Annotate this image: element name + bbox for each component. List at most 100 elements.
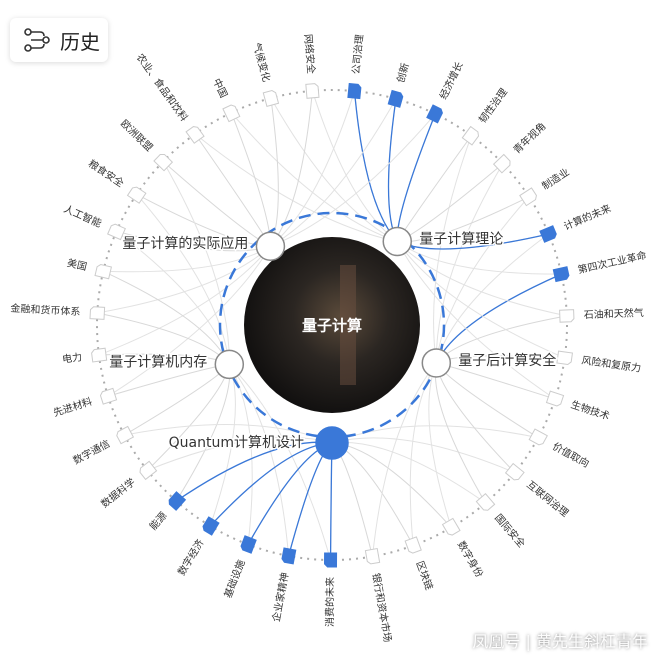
- node-label: 能源: [147, 509, 170, 533]
- topic-node[interactable]: [167, 491, 187, 511]
- topic-node[interactable]: [519, 187, 538, 207]
- link: [435, 163, 504, 363]
- node-icon: [545, 390, 565, 407]
- node-icon: [492, 153, 511, 174]
- node-icon: [139, 460, 158, 481]
- topic-node[interactable]: [91, 347, 108, 363]
- topic-label: 量子计算理论: [419, 231, 503, 247]
- topic-node[interactable]: [556, 350, 574, 366]
- link: [409, 362, 437, 546]
- topic-node[interactable]: [528, 428, 548, 446]
- photo-detail: [340, 265, 356, 385]
- link: [147, 436, 333, 471]
- topic-node[interactable]: [347, 82, 362, 100]
- link: [228, 364, 290, 557]
- topic-node[interactable]: [324, 552, 338, 568]
- topic-circle[interactable]: [255, 231, 286, 261]
- topic-node[interactable]: [364, 547, 381, 565]
- link: [247, 442, 333, 545]
- topic-node[interactable]: [552, 266, 570, 283]
- link: [311, 90, 398, 242]
- topic-node[interactable]: [461, 125, 480, 146]
- topic-node[interactable]: [115, 425, 135, 445]
- topic-node[interactable]: [492, 153, 512, 174]
- link: [435, 362, 516, 474]
- node-label: 银行和资本市场: [370, 572, 395, 643]
- node-label: 价值取向: [550, 440, 591, 471]
- node-label: 企业家精神: [269, 571, 291, 623]
- topic-node[interactable]: [504, 462, 525, 482]
- topic-node[interactable]: [89, 306, 106, 320]
- node-icon: [324, 552, 338, 568]
- topic-node[interactable]: [99, 387, 118, 405]
- link: [175, 364, 231, 502]
- link: [433, 135, 472, 364]
- topic-node[interactable]: [126, 185, 147, 204]
- link: [228, 364, 253, 545]
- link: [107, 245, 271, 397]
- topic-circle[interactable]: [214, 349, 245, 380]
- topic-circle[interactable]: [382, 226, 413, 257]
- topic-node[interactable]: [185, 125, 205, 144]
- node-icon: [504, 462, 525, 481]
- node-label: 创新: [394, 61, 412, 84]
- link: [434, 362, 486, 504]
- topic-node[interactable]: [475, 493, 496, 512]
- node-label: 数字身份: [455, 539, 487, 580]
- link: [269, 98, 279, 247]
- node-icon: [347, 82, 362, 100]
- topic-circle[interactable]: [315, 426, 349, 460]
- center-image: [244, 237, 420, 413]
- link: [230, 112, 398, 242]
- topic-circle[interactable]: [421, 348, 452, 378]
- topic-node[interactable]: [153, 152, 174, 172]
- topic-node[interactable]: [545, 390, 565, 407]
- link: [435, 273, 562, 364]
- topic-node[interactable]: [559, 309, 575, 323]
- node-label: 电力: [61, 350, 83, 365]
- topic-node[interactable]: [305, 83, 320, 99]
- link: [209, 442, 333, 527]
- link: [435, 273, 562, 364]
- link: [331, 442, 414, 546]
- node-icon: [185, 126, 205, 144]
- node-icon: [404, 536, 422, 554]
- link: [329, 442, 333, 561]
- topic-node[interactable]: [404, 536, 422, 554]
- node-icon: [99, 387, 118, 405]
- node-icon: [539, 225, 557, 243]
- node-icon: [240, 535, 257, 554]
- topic-label: 量子计算的实际应用: [122, 235, 248, 252]
- topic-node[interactable]: [539, 225, 558, 243]
- node-label: 公司治理: [349, 34, 366, 75]
- topic-node[interactable]: [107, 223, 126, 241]
- node-icon: [168, 491, 187, 511]
- topic-label: 量子后计算安全: [458, 352, 556, 369]
- node-icon: [91, 347, 108, 363]
- topic-node[interactable]: [94, 263, 113, 280]
- link: [116, 230, 230, 365]
- node-icon: [364, 547, 381, 565]
- node-label: 欧洲联盟: [118, 118, 155, 154]
- link: [396, 241, 556, 400]
- link: [228, 364, 332, 561]
- topic-node[interactable]: [240, 535, 257, 554]
- topic-node[interactable]: [387, 89, 404, 108]
- topic-node[interactable]: [138, 460, 158, 481]
- topic-node[interactable]: [262, 90, 280, 108]
- node-icon: [426, 104, 443, 124]
- node-icon: [556, 350, 574, 366]
- topic-node[interactable]: [441, 517, 461, 536]
- node-icon: [528, 428, 548, 446]
- topic-node[interactable]: [281, 547, 297, 565]
- node-label: 美国: [66, 256, 88, 273]
- topic-node[interactable]: [426, 104, 444, 124]
- history-button[interactable]: 历史: [10, 18, 108, 62]
- node-icon: [116, 425, 135, 445]
- node-icon: [262, 90, 280, 108]
- topic-node[interactable]: [222, 104, 241, 123]
- topic-node[interactable]: [201, 516, 220, 536]
- node-icon: [202, 516, 220, 536]
- node-icon: [387, 89, 404, 108]
- node-label: 经济增长: [436, 60, 465, 102]
